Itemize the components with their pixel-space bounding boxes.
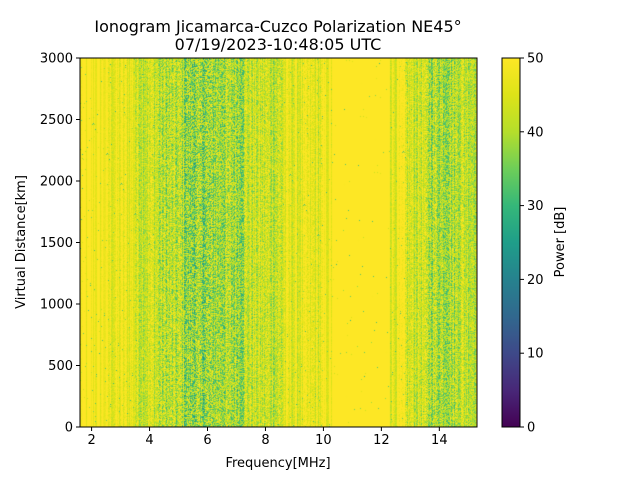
colorbar-tick-label: 40 [527, 125, 544, 140]
y-tick-label: 1000 [40, 298, 73, 313]
colorbar-tick-label: 20 [527, 273, 544, 288]
x-tick-label: 12 [373, 433, 390, 448]
colorbar-ticks: 0 10 20 30 40 50 [520, 52, 544, 436]
colorbar-label: Power [dB] [553, 207, 568, 278]
x-tick-label: 4 [145, 433, 153, 448]
colorbar-gradient [502, 58, 520, 427]
heatmap-image [80, 58, 477, 427]
y-tick-label: 2000 [40, 175, 73, 190]
x-tick-label: 6 [203, 433, 211, 448]
x-axis-ticks: 2 4 6 8 10 12 14 [87, 427, 448, 448]
colorbar-tick-label: 30 [527, 199, 544, 214]
colorbar-tick-label: 0 [527, 421, 535, 436]
x-tick-label: 10 [315, 433, 332, 448]
y-tick-label: 1500 [40, 236, 73, 251]
plot-area [79, 57, 478, 428]
y-tick-label: 0 [65, 421, 73, 436]
x-axis-label: Frequency[MHz] [225, 456, 330, 471]
y-tick-label: 500 [48, 359, 73, 374]
chart-title-line2: 07/19/2023-10:48:05 UTC [175, 35, 382, 54]
colorbar: 0 10 20 30 40 50 Power [dB] [501, 52, 568, 436]
colorbar-tick-label: 50 [527, 52, 544, 67]
y-axis-ticks: 0 500 1000 1500 2000 2500 3000 [40, 52, 80, 436]
y-tick-label: 2500 [40, 113, 73, 128]
y-tick-label: 3000 [40, 52, 73, 67]
y-axis-label: Virtual Distance[km] [14, 175, 29, 309]
x-tick-label: 14 [431, 433, 448, 448]
colorbar-tick-label: 10 [527, 347, 544, 362]
x-tick-label: 8 [261, 433, 269, 448]
x-tick-label: 2 [87, 433, 95, 448]
colorbar-frame [501, 57, 521, 428]
chart-title-line1: Ionogram Jicamarca-Cuzco Polarization NE… [94, 17, 461, 36]
